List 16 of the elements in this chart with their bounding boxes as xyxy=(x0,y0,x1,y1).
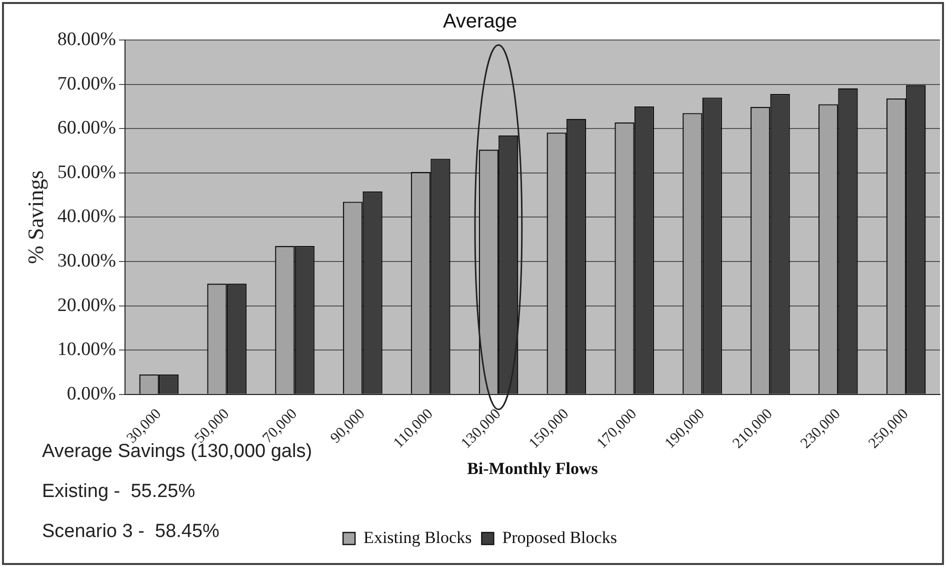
y-tick-label: 20.00% xyxy=(57,294,116,316)
y-tick-label: 60.00% xyxy=(57,118,116,139)
y-tick-label: 70.00% xyxy=(57,73,116,94)
y-tick-label: 80.00% xyxy=(57,28,116,50)
y-axis-title: % Savings xyxy=(22,170,48,264)
y-tick-label: 40.00% xyxy=(57,206,116,228)
y-tick-label: 50.00% xyxy=(57,162,116,183)
chart-title: Average xyxy=(442,10,518,33)
y-tick-label: 0.00% xyxy=(66,383,116,404)
x-axis-title: Bi-Monthly Flows xyxy=(467,459,598,478)
text: Scenario 3 - 58.45% xyxy=(42,521,220,542)
legend-label: Proposed Blocks xyxy=(502,528,617,547)
legend-label: Existing Blocks xyxy=(364,528,472,547)
text: Existing - 55.25% xyxy=(42,481,196,502)
y-tick-label: 10.00% xyxy=(57,339,116,360)
y-tick-label: 30.00% xyxy=(57,250,116,272)
